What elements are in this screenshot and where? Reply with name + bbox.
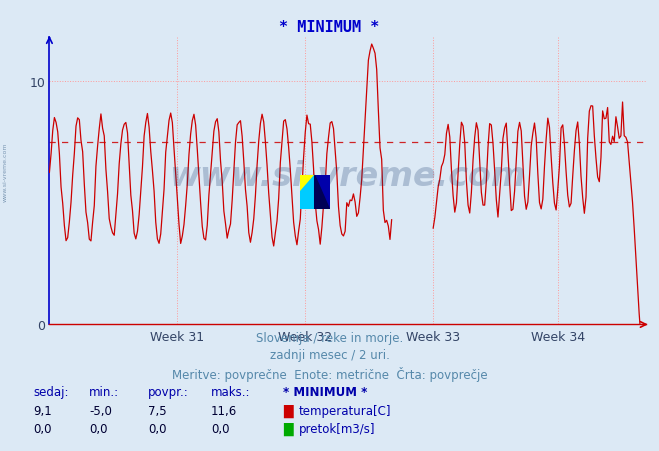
Text: www.si-vreme.com: www.si-vreme.com <box>3 142 8 201</box>
Text: www.si-vreme.com: www.si-vreme.com <box>169 159 526 192</box>
Polygon shape <box>315 176 330 210</box>
Text: Meritve: povprečne  Enote: metrične  Črta: povprečje: Meritve: povprečne Enote: metrične Črta:… <box>172 366 487 381</box>
Polygon shape <box>300 176 315 210</box>
Text: maks.:: maks.: <box>211 386 250 399</box>
Text: sedaj:: sedaj: <box>33 386 69 399</box>
Text: 0,0: 0,0 <box>89 422 107 435</box>
Text: min.:: min.: <box>89 386 119 399</box>
Text: █: █ <box>283 404 293 417</box>
Text: Slovenija / reke in morje.: Slovenija / reke in morje. <box>256 331 403 345</box>
Text: * MINIMUM *: * MINIMUM * <box>279 20 380 35</box>
Text: * MINIMUM *: * MINIMUM * <box>283 386 368 399</box>
Text: temperatura[C]: temperatura[C] <box>299 404 391 417</box>
Text: 0,0: 0,0 <box>211 422 229 435</box>
Polygon shape <box>300 176 315 193</box>
Text: 0,0: 0,0 <box>148 422 167 435</box>
Text: -5,0: -5,0 <box>89 404 112 417</box>
Text: povpr.:: povpr.: <box>148 386 189 399</box>
Text: █: █ <box>283 422 293 435</box>
Text: pretok[m3/s]: pretok[m3/s] <box>299 422 375 435</box>
Text: 11,6: 11,6 <box>211 404 237 417</box>
Polygon shape <box>315 176 330 210</box>
Text: 9,1: 9,1 <box>33 404 51 417</box>
Text: 7,5: 7,5 <box>148 404 167 417</box>
Text: zadnji mesec / 2 uri.: zadnji mesec / 2 uri. <box>270 349 389 362</box>
Text: 0,0: 0,0 <box>33 422 51 435</box>
